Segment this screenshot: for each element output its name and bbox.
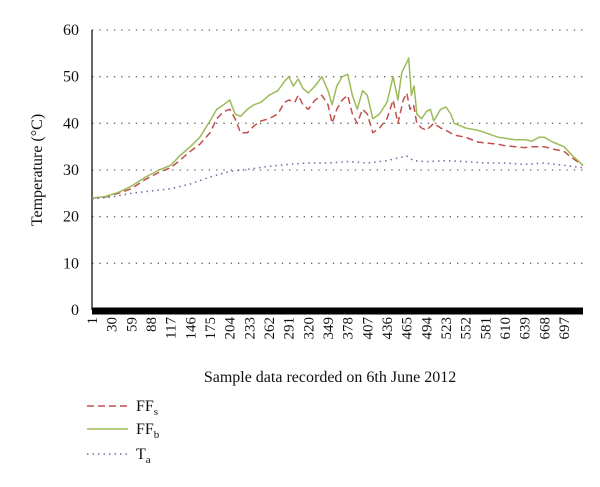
x-tick-label: 88 xyxy=(144,317,160,332)
x-axis-ticks: 1 30 59 88 117 146 175 204 233 262 291 320 349 378 407… xyxy=(85,317,573,340)
x-tick-label: 349 xyxy=(321,317,337,340)
y-tick-label: 0 xyxy=(71,302,79,319)
x-tick-label: 523 xyxy=(439,317,455,340)
y-tick-label: 20 xyxy=(63,209,79,226)
series-line-ffb xyxy=(91,57,584,199)
x-tick-label: 146 xyxy=(183,317,199,340)
legend-label: FFs xyxy=(136,398,158,418)
x-tick-label: 552 xyxy=(459,317,475,340)
x-tick-label: 610 xyxy=(498,317,514,340)
x-tick-label: 117 xyxy=(164,317,180,339)
legend-label: FFb xyxy=(136,421,160,441)
x-tick-label: 204 xyxy=(223,317,239,340)
y-tick-label: 40 xyxy=(63,115,79,132)
x-tick-label: 436 xyxy=(380,317,396,340)
x-tick-label: 262 xyxy=(262,317,278,340)
y-tick-label: 10 xyxy=(63,255,79,272)
legend-label: Ta xyxy=(136,446,151,466)
x-tick-label: 30 xyxy=(105,317,121,332)
x-tick-label: 581 xyxy=(478,317,494,340)
x-tick-label: 320 xyxy=(301,317,317,340)
x-tick-label: 407 xyxy=(360,317,376,340)
legend: FFs FFb Ta xyxy=(87,398,160,466)
x-tick-label: 291 xyxy=(282,317,298,340)
x-tick-label: 494 xyxy=(419,317,435,340)
x-tick-label: 378 xyxy=(341,317,357,340)
series-lines xyxy=(91,57,584,200)
y-tick-label: 50 xyxy=(63,69,79,86)
series-line-ta xyxy=(91,155,584,200)
y-tick-label: 30 xyxy=(63,162,79,179)
x-tick-label: 233 xyxy=(242,317,258,340)
y-tick-label: 60 xyxy=(63,22,79,39)
gridlines xyxy=(92,29,583,264)
x-tick-label: 175 xyxy=(203,317,219,340)
series-line-ffs xyxy=(91,92,584,199)
x-tick-label: 697 xyxy=(557,317,573,340)
x-tick-label: 1 xyxy=(85,317,101,325)
x-axis-title: Sample data recorded on 6th June 2012 xyxy=(204,369,456,386)
y-axis-title: Temperature (°C) xyxy=(29,114,46,226)
x-tick-label: 465 xyxy=(400,317,416,340)
x-tick-label: 59 xyxy=(124,317,140,332)
x-tick-label: 668 xyxy=(537,317,553,340)
y-axis-ticks: 0 10 20 30 40 50 60 xyxy=(63,22,79,319)
x-tick-label: 639 xyxy=(518,317,534,340)
